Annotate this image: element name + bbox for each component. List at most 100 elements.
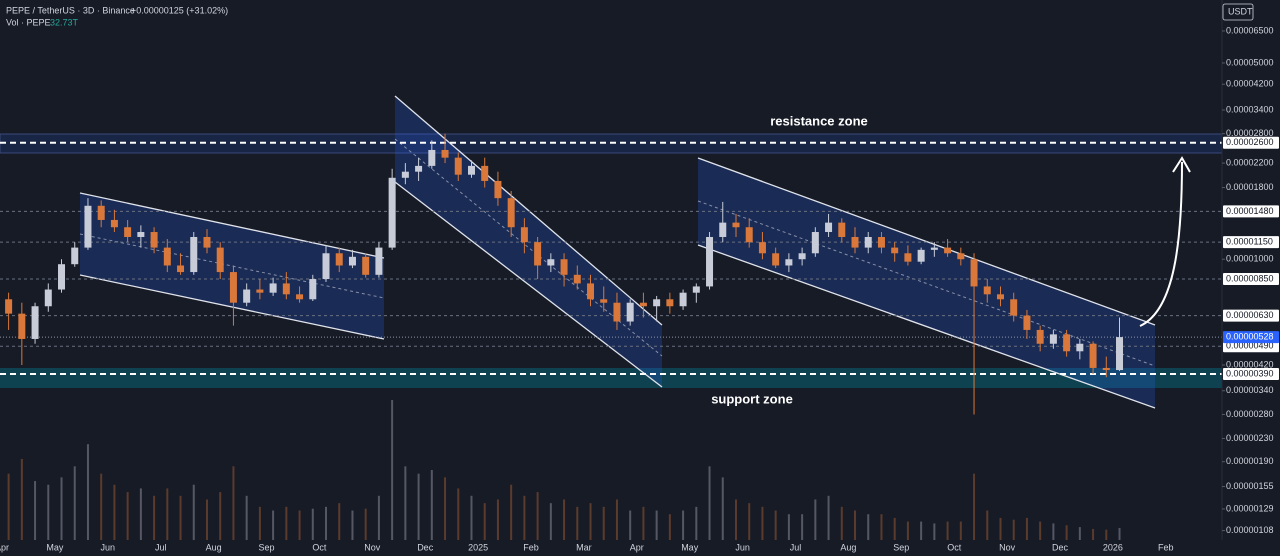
candle-body [560,259,568,275]
level-label: 0.00000490 [1226,341,1274,351]
candle-body [798,253,806,260]
x-tick-label: Jun [735,542,750,552]
candle-body [653,299,661,307]
candle-body [758,242,766,254]
candle-body [388,177,396,248]
candle-body [150,232,158,248]
x-tick-label: May [681,542,699,552]
candle-body [18,313,26,339]
volume-bar [20,458,23,540]
candle-body [494,180,502,199]
candle-body [1116,337,1124,371]
candle-body [71,247,79,265]
volume-bar [854,510,857,540]
y-tick-label: 0.00000108 [1226,525,1274,535]
volume-bar [219,492,222,540]
candle-body [335,253,343,266]
candle-body [269,283,277,293]
volume-bar [748,503,751,540]
x-tick-label: 2025 [468,542,488,552]
candle-body [481,165,489,181]
volume-bar [893,517,896,540]
candle-body [137,232,145,237]
volume-bar [483,503,486,540]
candle-body [428,149,436,166]
volume-bar [734,499,737,540]
candle-body [5,299,13,314]
y-tick-label: 0.00002200 [1226,157,1274,167]
volume-bar [457,488,460,540]
x-tick-label: Feb [1158,542,1174,552]
volume-bar [325,506,328,540]
volume-bar [1092,528,1095,540]
candle-body [547,259,555,266]
candle-body [415,165,423,172]
volume-bar [721,477,724,540]
volume-title: Vol · PEPE [6,17,51,27]
candle-body [811,232,819,254]
channel-line [394,95,663,326]
y-tick-label: 0.00000190 [1226,456,1274,466]
candle-body [864,236,872,248]
volume-bar [73,466,76,540]
volume-bar [1012,519,1015,540]
x-tick-label: Feb [523,542,539,552]
volume-bar [840,506,843,540]
arrow-head [1172,156,1191,173]
volume-bar [615,499,618,540]
candle-body [190,236,198,273]
x-tick-label: Aug [840,542,856,552]
volume-bar [933,523,936,540]
change: +0.00000125 (+31.02%) [131,5,228,15]
candle-body [666,299,674,307]
candle-body [348,256,356,266]
volume-bar [391,400,394,540]
volume-bar [285,506,288,540]
candle-body [362,256,370,275]
candle-body [1049,334,1057,344]
x-tick-label: Nov [999,542,1016,552]
volume-bar [205,499,208,540]
y-tick-label: 0.00003400 [1226,104,1274,114]
volume-bar [774,510,777,540]
y-tick-label: 0.00000129 [1226,503,1274,513]
volume-bar [708,466,711,540]
candle-body [957,253,965,260]
volume-pane [7,400,1121,540]
candle-body [1010,299,1018,316]
currency: USDT [1228,6,1253,16]
candle-body [243,289,251,303]
candle-body [970,259,978,287]
x-tick-label: 2026 [1103,542,1123,552]
candle-body [732,222,740,228]
volume-bar [536,492,539,540]
last-price-box [1223,331,1279,344]
candle-body [719,222,727,237]
volume-bar [444,477,447,540]
volume-bar [192,484,195,540]
candle-body [639,302,647,307]
x-tick-label: Nov [364,542,381,552]
candle-body [534,242,542,266]
volume-bar [232,466,235,540]
volume-bar [549,503,552,540]
level-label: 0.00002600 [1226,137,1274,147]
candle-body [706,236,714,287]
volume-bar [1052,523,1055,540]
y-tick-label: 0.00001800 [1226,182,1274,192]
candle-body [177,265,185,273]
candle-body [309,279,317,300]
x-tick-label: Dec [417,542,434,552]
candle-body [520,227,528,243]
volume-bar [338,503,341,540]
support-zone [0,368,1222,388]
volume-bar [867,514,870,540]
volume-bar [946,521,949,540]
candle-body [401,171,409,178]
y-tick-label: 0.00000155 [1226,481,1274,491]
x-tick-label: Sep [893,542,909,552]
channel-line [697,244,1156,409]
candle-body [877,236,885,248]
candle-body [825,222,833,233]
volume-bar [920,521,923,540]
